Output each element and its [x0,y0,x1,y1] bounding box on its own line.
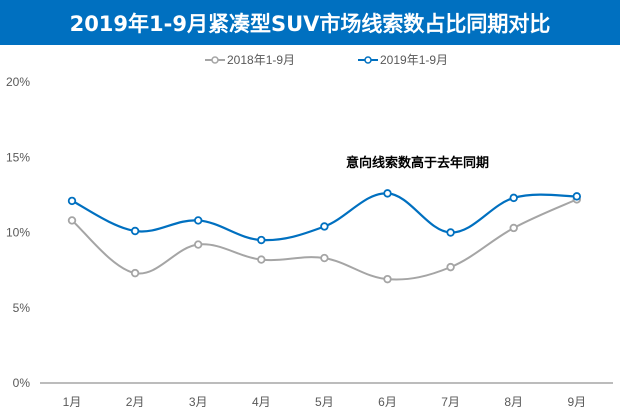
data-point-marker [257,255,266,264]
data-point-marker [67,196,77,206]
series-2018 [67,195,581,284]
x-axis: 1月 2月 3月 4月 5月 6月 7月 8月 9月 [63,395,586,409]
chart-title: 2019年1-9月紧凑型SUV市场线索数占比同期对比 [69,11,551,36]
data-point-marker [509,223,518,233]
data-point-marker [130,268,140,278]
series-group [67,189,581,284]
data-point-marker [572,192,581,201]
series-line [71,198,578,281]
data-point-marker [193,216,203,225]
y-tick-label: 20% [6,75,30,89]
x-tick-label: 6月 [378,395,397,409]
data-point-marker [320,222,329,231]
y-tick-label: 0% [13,376,31,390]
legend-marker-icon [211,56,219,64]
x-tick-label: 5月 [315,395,334,409]
x-tick-label: 9月 [567,395,586,409]
data-point-marker [320,253,329,263]
data-point-marker [446,228,455,237]
legend-marker-icon [364,56,372,64]
x-tick-label: 3月 [189,395,208,409]
legend: 2018年1-9月 2019年1-9月 [205,53,448,67]
data-point-marker [383,274,392,284]
legend-label: 2019年1-9月 [380,53,448,67]
data-point-marker [509,193,518,203]
x-tick-label: 1月 [63,395,82,409]
x-tick-label: 2月 [126,395,145,409]
annotation-text: 意向线索数高于去年同期 [346,155,489,171]
title-banner: 2019年1-9月紧凑型SUV市场线索数占比同期对比 [0,0,620,45]
series-line [71,192,577,242]
legend-item-2019: 2019年1-9月 [358,53,448,67]
data-point-marker [257,235,266,245]
x-tick-label: 8月 [504,395,523,409]
data-point-marker [383,189,392,198]
y-tick-label: 15% [6,150,30,164]
data-point-marker [446,262,455,272]
y-axis: 0% 5% 10% 15% 20% [6,75,30,390]
series-2019 [67,189,581,245]
y-tick-label: 10% [6,226,30,240]
data-point-marker [193,240,203,249]
x-tick-label: 7月 [441,395,460,409]
data-point-marker [67,216,77,225]
y-tick-label: 5% [13,301,31,315]
x-tick-label: 4月 [252,395,271,409]
legend-item-2018: 2018年1-9月 [205,53,295,67]
data-point-marker [130,226,140,236]
legend-label: 2018年1-9月 [227,53,295,67]
